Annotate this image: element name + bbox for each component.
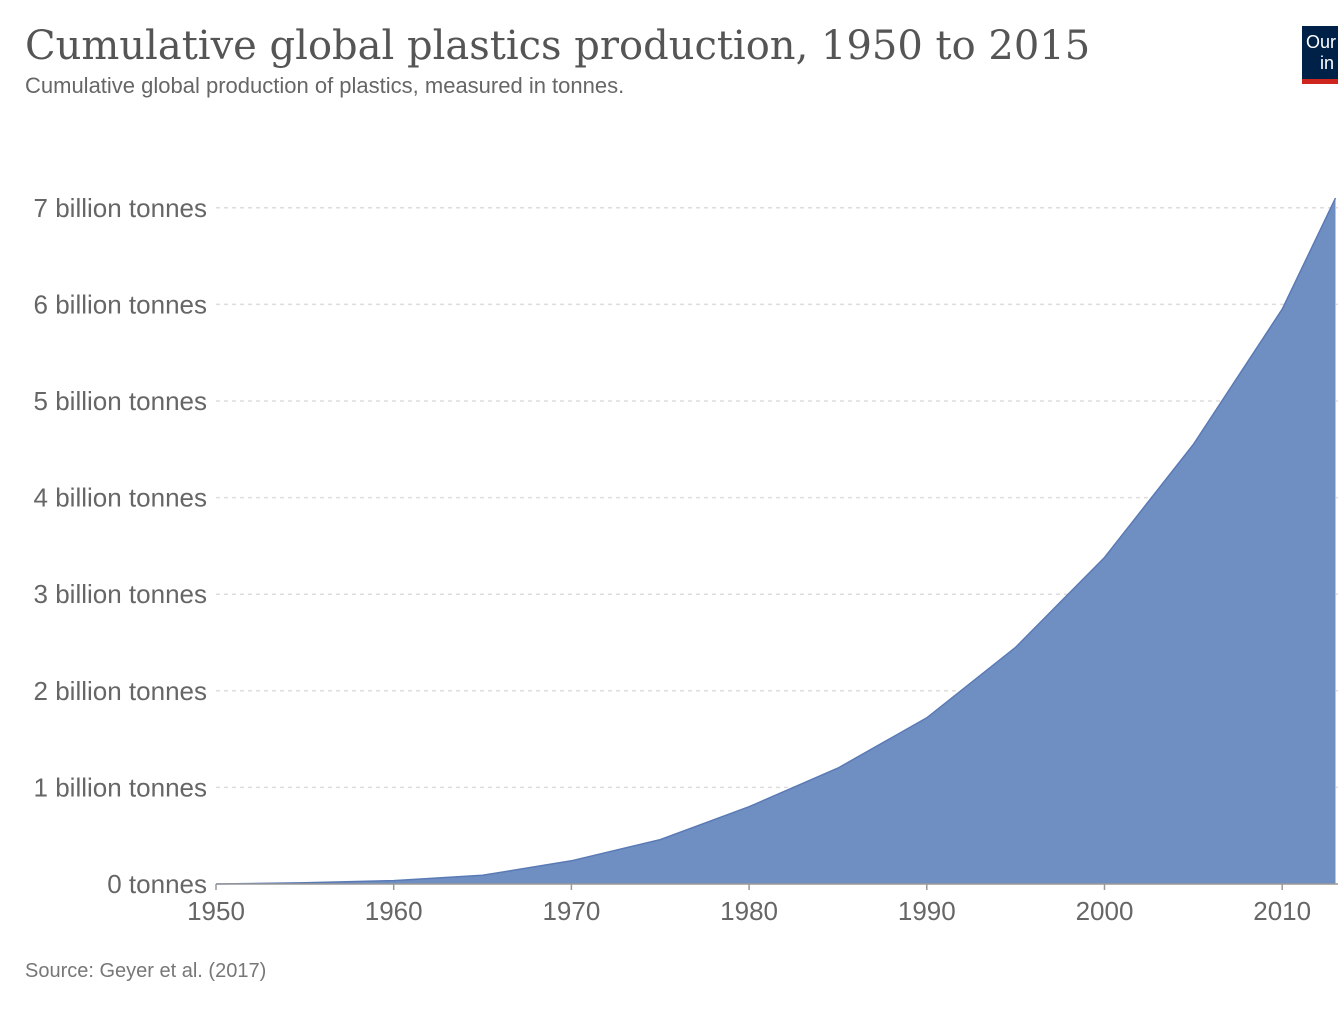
gridlines [216, 207, 1338, 789]
x-tick-label: 1980 [720, 896, 778, 926]
x-tick-label: 1960 [365, 896, 423, 926]
chart-subtitle: Cumulative global production of plastics… [25, 73, 625, 98]
y-tick-label: 3 billion tonnes [34, 579, 207, 609]
x-tick-label: 2010 [1253, 896, 1311, 926]
x-tick-label: 1950 [187, 896, 245, 926]
area-chart: 1950 1960 1970 1980 1990 2000 2010 0 tonnes 1 b… [34, 193, 1338, 926]
chart-title: Cumulative global plastics production, 1… [25, 23, 1091, 69]
logo-text-line1: Our [1306, 32, 1337, 52]
y-axis-labels: 0 tonnes 1 billion tonnes 2 billion tonnes… [34, 193, 207, 899]
owid-logo[interactable]: Our in [1302, 26, 1338, 84]
x-tick-label: 1970 [542, 896, 600, 926]
x-tick-label: 2000 [1076, 896, 1134, 926]
logo-accent-bar [1302, 79, 1338, 84]
area-line [215, 197, 1337, 885]
y-tick-label: 1 billion tonnes [34, 772, 207, 802]
x-tick-label: 1990 [898, 896, 956, 926]
plot-area [215, 197, 1337, 885]
y-tick-label: 2 billion tonnes [34, 676, 207, 706]
x-axis: 1950 1960 1970 1980 1990 2000 2010 [187, 883, 1338, 926]
source-note: Source: Geyer et al. (2017) [25, 960, 267, 982]
y-tick-label: 7 billion tonnes [34, 193, 207, 223]
y-tick-label: 5 billion tonnes [34, 386, 207, 416]
logo-text-line2: in [1320, 53, 1335, 73]
y-tick-label: 6 billion tonnes [34, 289, 207, 319]
y-tick-label: 0 tonnes [107, 869, 207, 899]
y-tick-label: 4 billion tonnes [34, 483, 207, 513]
area-fill [216, 198, 1336, 885]
